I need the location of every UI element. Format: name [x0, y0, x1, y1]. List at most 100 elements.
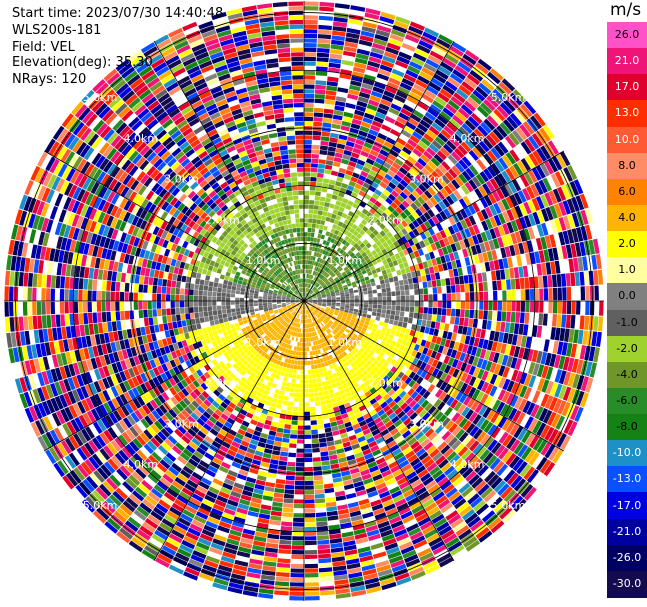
radar-gate: [289, 596, 304, 601]
radar-gate: [453, 401, 463, 412]
radar-gate: [370, 181, 379, 189]
radar-gate: [327, 298, 332, 300]
radar-gate: [329, 278, 334, 282]
radar-gate: [460, 301, 466, 309]
radar-gate: [523, 100, 537, 115]
radar-gate: [575, 344, 582, 359]
radar-gate: [320, 308, 325, 312]
radar-gate: [451, 233, 459, 243]
radar-gate: [476, 211, 485, 222]
radar-gate: [436, 38, 451, 49]
radar-gate: [340, 125, 350, 132]
radar-gate: [505, 421, 516, 434]
radar-gate: [362, 356, 369, 363]
radar-gate: [312, 130, 322, 136]
radar-gate: [341, 182, 349, 189]
radar-gate: [408, 25, 424, 35]
radar-gate: [362, 313, 367, 318]
radar-gate: [492, 352, 500, 363]
radar-gate: [548, 446, 560, 461]
radar-gate: [558, 231, 566, 246]
radar-gate: [329, 310, 334, 314]
radar-gate: [346, 165, 355, 172]
radar-gate: [373, 253, 380, 260]
radar-gate: [312, 294, 317, 298]
radar-gate: [292, 411, 299, 416]
radar-gate: [322, 302, 327, 305]
radar-gate: [304, 130, 313, 135]
radar-gate: [333, 328, 338, 334]
radar-gate: [327, 314, 332, 319]
radar-gate: [460, 372, 468, 382]
radar-gate: [524, 416, 534, 430]
radar-gate: [374, 200, 382, 208]
radar-gate: [359, 347, 365, 353]
radar-gate: [447, 225, 456, 235]
radar-gate: [480, 209, 489, 220]
radar-gate: [304, 485, 314, 490]
radar-gate: [425, 58, 440, 69]
radar-gate: [462, 326, 468, 335]
radar-gate: [270, 402, 277, 408]
radar-gate: [497, 173, 508, 185]
radar-gate: [469, 93, 483, 105]
radar-gate: [514, 396, 523, 410]
radar-gate: [520, 141, 532, 155]
radar-gate: [409, 265, 415, 272]
radar-gate: [498, 213, 506, 225]
radar-gate: [280, 526, 293, 531]
radar-gate: [350, 301, 355, 304]
radar-gate: [393, 320, 399, 326]
radar-gate: [381, 124, 392, 133]
radar-gate: [386, 42, 401, 51]
radar-gate: [354, 198, 362, 205]
radar-gate: [593, 347, 600, 363]
radar-gate: [517, 427, 528, 441]
radar-gate: [353, 243, 359, 249]
radar-gate: [338, 237, 344, 243]
radar-gate: [281, 516, 293, 522]
radar-gate: [319, 446, 328, 452]
radar-gate: [451, 425, 462, 437]
radar-gate: [518, 242, 525, 255]
radar-gate: [483, 490, 497, 503]
radar-gate: [434, 118, 446, 129]
radar-gate: [502, 332, 509, 344]
radar-gate: [506, 116, 519, 129]
radar-gate: [295, 383, 300, 389]
radar-gate: [269, 425, 278, 432]
radar-gate: [341, 326, 347, 331]
radar-gate: [339, 308, 345, 312]
radar-gate: [304, 563, 318, 569]
radar-gate: [369, 265, 376, 271]
radar-gate: [563, 419, 574, 435]
radar-gate: [417, 248, 425, 256]
radar-gate: [495, 270, 501, 281]
radar-gate: [464, 409, 474, 420]
radar-gate: [320, 264, 325, 269]
radar-gate: [476, 416, 486, 428]
radar-gate: [312, 270, 316, 276]
radar-gate: [472, 443, 483, 455]
radar-gate: [433, 193, 442, 203]
radar-gate: [426, 85, 439, 96]
radar-gate: [536, 210, 545, 224]
radar-gate: [536, 147, 547, 162]
radar-gate: [277, 465, 287, 471]
radar-gate: [358, 154, 368, 162]
radar-gate: [331, 267, 337, 272]
radar-gate: [316, 314, 320, 318]
radar-gate: [356, 260, 362, 266]
radar-gate: [440, 255, 447, 264]
radar-gate: [446, 331, 453, 340]
radar-gate: [304, 411, 310, 416]
radar-gate: [349, 295, 355, 299]
radar-gate: [359, 359, 366, 366]
radar-gate: [563, 167, 573, 182]
radar-gate: [493, 460, 505, 473]
radar-gate: [411, 56, 425, 67]
radar-gate: [427, 357, 435, 366]
radar-gate: [304, 259, 306, 265]
radar-gate: [311, 369, 316, 374]
radar-gate: [366, 133, 377, 141]
